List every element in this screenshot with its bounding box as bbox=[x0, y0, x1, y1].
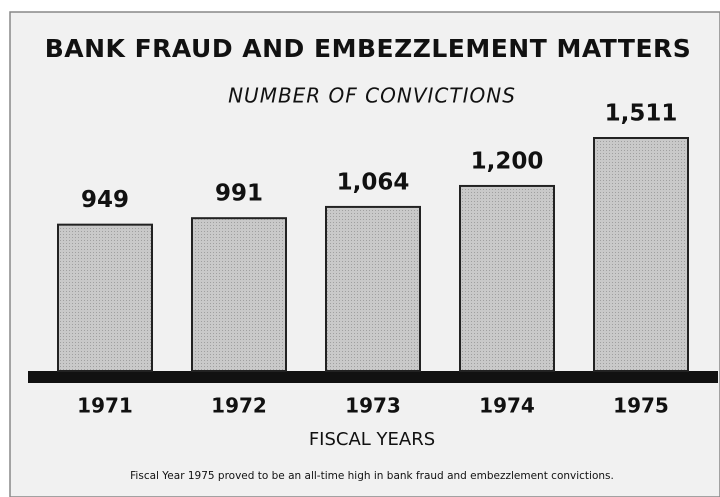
value-label: 949 bbox=[81, 187, 129, 213]
bar-texture bbox=[595, 139, 687, 371]
value-label: 1,511 bbox=[605, 101, 678, 127]
x-tick-label: 1972 bbox=[211, 394, 267, 418]
baseline bbox=[28, 371, 718, 383]
chart-subtitle: NUMBER OF CONVICTIONS bbox=[228, 84, 516, 108]
value-label: 1,064 bbox=[337, 169, 410, 195]
value-label: 991 bbox=[215, 181, 263, 207]
x-tick-label: 1971 bbox=[77, 394, 133, 418]
bar-texture bbox=[193, 219, 285, 371]
x-tick-label: 1974 bbox=[479, 394, 535, 418]
x-axis-label: FISCAL YEARS bbox=[309, 429, 435, 450]
x-tick-label: 1975 bbox=[613, 394, 669, 418]
footnote: Fiscal Year 1975 proved to be an all-tim… bbox=[130, 470, 614, 482]
bar-texture bbox=[327, 207, 419, 371]
chart-title: BANK FRAUD AND EMBEZZLEMENT MATTERS bbox=[45, 34, 692, 63]
bar-texture bbox=[461, 186, 553, 371]
value-label: 1,200 bbox=[471, 148, 544, 174]
bar-texture bbox=[59, 225, 151, 371]
x-tick-label: 1973 bbox=[345, 394, 401, 418]
